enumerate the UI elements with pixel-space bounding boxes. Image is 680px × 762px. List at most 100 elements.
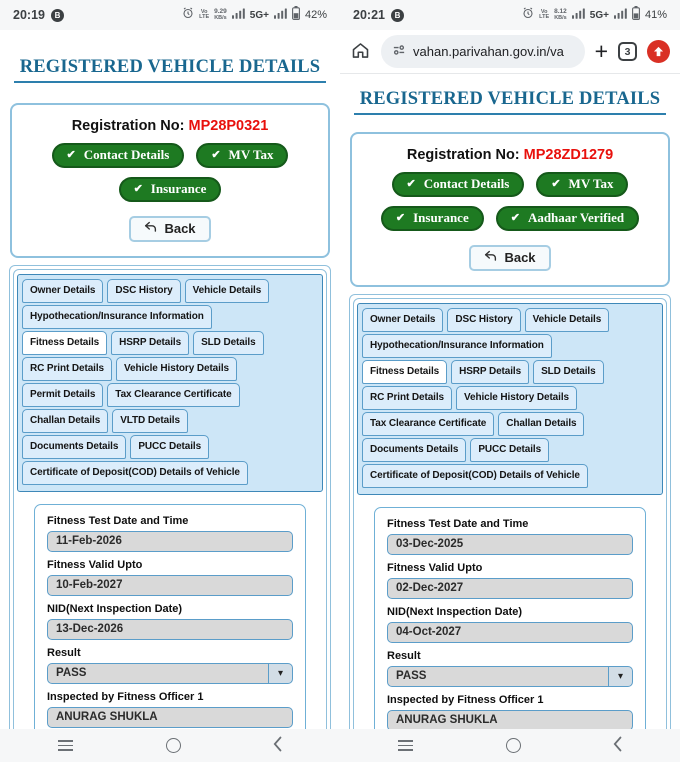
tab-switcher-button[interactable]: 3 xyxy=(618,42,637,61)
network-type-label: 5G+ xyxy=(589,9,609,21)
back-chevron-icon xyxy=(613,736,622,755)
plus-icon: + xyxy=(594,38,608,64)
fitness-details-form: Fitness Test Date and Time 11-Feb-2026 F… xyxy=(34,504,306,762)
dropdown-caret-button[interactable]: ▾ xyxy=(268,663,293,684)
clock-text: 20:21 xyxy=(353,8,385,22)
tab-hsrp-details[interactable]: HSRP Details xyxy=(111,331,190,355)
registration-label: Registration No: xyxy=(406,147,520,163)
tab-challan-details[interactable]: Challan Details xyxy=(498,412,585,436)
details-inner-panel: Owner Details DSC History Vehicle Detail… xyxy=(13,269,327,762)
home-icon xyxy=(350,42,371,64)
result-select[interactable]: PASS ▾ xyxy=(387,666,633,687)
site-settings-icon xyxy=(393,43,405,61)
field-label: Result xyxy=(387,650,421,662)
nid-field[interactable]: 04-Oct-2027 xyxy=(387,622,633,643)
tab-cod-details[interactable]: Certificate of Deposit(COD) Details of V… xyxy=(362,464,588,488)
url-text: vahan.parivahan.gov.in/va xyxy=(413,44,564,59)
tab-pucc-details[interactable]: PUCC Details xyxy=(470,438,550,462)
field-label: Fitness Test Date and Time xyxy=(387,518,529,530)
contact-details-button[interactable]: ✔ Contact Details xyxy=(391,172,525,197)
nav-menu-button[interactable] xyxy=(398,739,413,752)
chevron-down-icon: ▾ xyxy=(617,671,624,682)
url-bar[interactable]: vahan.parivahan.gov.in/va xyxy=(381,35,585,68)
back-button[interactable]: Back xyxy=(469,245,551,271)
volte-icon: Vo LTE xyxy=(539,8,550,20)
battery-icon xyxy=(292,5,300,25)
contact-details-button[interactable]: ✔ Contact Details xyxy=(51,143,185,168)
back-arrow-icon xyxy=(484,250,497,265)
tab-tax-clearance-certificate[interactable]: Tax Clearance Certificate xyxy=(362,412,495,436)
insurance-button[interactable]: ✔ Insurance xyxy=(380,206,484,231)
status-bar: 20:19 B Vo LTE 9.29 KB/s 5G+ 42% xyxy=(0,0,340,30)
tab-rc-print-details[interactable]: RC Print Details xyxy=(22,357,112,381)
tab-vehicle-details[interactable]: Vehicle Details xyxy=(524,308,610,332)
notification-app-icon: B xyxy=(50,8,64,22)
tab-dsc-history[interactable]: DSC History xyxy=(447,308,521,332)
insurance-button[interactable]: ✔ Insurance xyxy=(118,177,222,202)
tab-cod-details[interactable]: Certificate of Deposit(COD) Details of V… xyxy=(22,461,248,485)
tab-fitness-details[interactable]: Fitness Details xyxy=(362,360,448,384)
fitness-officer-1-field[interactable]: ANURAG SHUKLA xyxy=(387,710,633,731)
chrome-update-menu-button[interactable] xyxy=(647,40,670,63)
tab-tax-clearance-certificate[interactable]: Tax Clearance Certificate xyxy=(107,383,240,407)
nav-back-button[interactable] xyxy=(613,736,622,755)
fitness-test-date-field[interactable]: 03-Dec-2025 xyxy=(387,534,633,555)
fitness-valid-upto-field[interactable]: 10-Feb-2027 xyxy=(47,575,293,596)
fitness-officer-1-field[interactable]: ANURAG SHUKLA xyxy=(47,707,293,728)
fitness-test-date-field[interactable]: 11-Feb-2026 xyxy=(47,531,293,552)
nav-menu-button[interactable] xyxy=(58,739,73,752)
new-tab-button[interactable]: + xyxy=(595,40,608,63)
tab-hypothecation-insurance[interactable]: Hypothecation/Insurance Information xyxy=(22,305,212,329)
tab-vehicle-details[interactable]: Vehicle Details xyxy=(184,279,270,303)
tab-documents-details[interactable]: Documents Details xyxy=(22,435,127,459)
notification-app-icon: B xyxy=(390,8,404,22)
tab-dsc-history[interactable]: DSC History xyxy=(107,279,181,303)
tab-permit-details[interactable]: Permit Details xyxy=(22,383,104,407)
tab-vltd-details[interactable]: VLTD Details xyxy=(112,409,188,433)
check-icon: ✔ xyxy=(551,177,561,190)
network-type-label: 5G+ xyxy=(249,9,269,21)
signal-icon-2 xyxy=(613,6,627,24)
nav-home-button[interactable] xyxy=(165,738,181,753)
field-label: NID(Next Inspection Date) xyxy=(387,606,523,618)
tab-hypothecation-insurance[interactable]: Hypothecation/Insurance Information xyxy=(362,334,552,358)
tab-hsrp-details[interactable]: HSRP Details xyxy=(451,360,530,384)
result-select[interactable]: PASS ▾ xyxy=(47,663,293,684)
browser-home-button[interactable] xyxy=(350,40,371,64)
home-circle-icon xyxy=(165,738,181,753)
mv-tax-button[interactable]: ✔ MV Tax xyxy=(196,143,289,168)
back-button[interactable]: Back xyxy=(129,216,211,242)
dropdown-caret-button[interactable]: ▾ xyxy=(608,666,633,687)
battery-icon xyxy=(632,5,640,25)
tab-rc-print-details[interactable]: RC Print Details xyxy=(362,386,452,410)
registration-summary-card: Registration No: MP28P0321 ✔ Contact Det… xyxy=(10,103,330,258)
field-label: Fitness Test Date and Time xyxy=(47,515,189,527)
nav-home-button[interactable] xyxy=(505,738,521,753)
mv-tax-button[interactable]: ✔ MV Tax xyxy=(536,172,629,197)
tab-challan-details[interactable]: Challan Details xyxy=(22,409,109,433)
back-arrow-icon xyxy=(144,221,157,236)
aadhaar-verified-button[interactable]: ✔ Aadhaar Verified xyxy=(495,206,640,231)
field-label: Inspected by Fitness Officer 1 xyxy=(47,691,204,703)
tab-strip: Owner Details DSC History Vehicle Detail… xyxy=(357,303,663,495)
fitness-valid-upto-field[interactable]: 02-Dec-2027 xyxy=(387,578,633,599)
tab-owner-details[interactable]: Owner Details xyxy=(22,279,104,303)
nid-field[interactable]: 13-Dec-2026 xyxy=(47,619,293,640)
nav-back-button[interactable] xyxy=(273,736,282,755)
menu-icon xyxy=(398,739,413,752)
tab-fitness-details[interactable]: Fitness Details xyxy=(22,331,108,355)
check-icon: ✔ xyxy=(211,148,221,161)
signal-icon xyxy=(231,6,245,24)
registration-number: MP28ZD1279 xyxy=(523,147,614,163)
tab-sld-details[interactable]: SLD Details xyxy=(533,360,604,384)
tab-owner-details[interactable]: Owner Details xyxy=(362,308,444,332)
tab-sld-details[interactable]: SLD Details xyxy=(193,331,264,355)
tab-vehicle-history-details[interactable]: Vehicle History Details xyxy=(115,357,237,381)
tab-documents-details[interactable]: Documents Details xyxy=(362,438,467,462)
status-bar: 20:21 B Vo LTE 8.12 KB/s 5G+ 41% xyxy=(340,0,680,30)
tab-vehicle-history-details[interactable]: Vehicle History Details xyxy=(455,386,577,410)
battery-percent: 42% xyxy=(304,9,327,21)
tab-pucc-details[interactable]: PUCC Details xyxy=(130,435,210,459)
menu-icon xyxy=(58,739,73,752)
